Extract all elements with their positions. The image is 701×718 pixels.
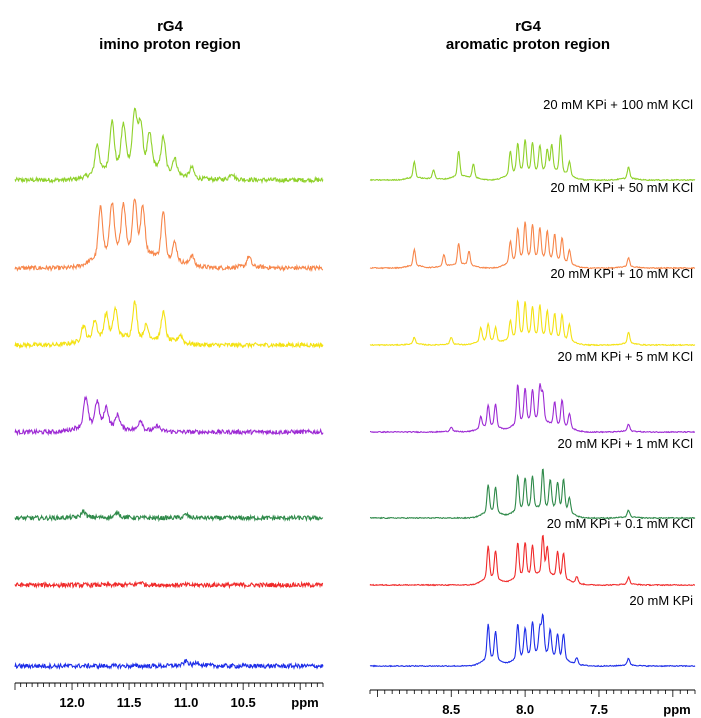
aromatic-spectrum-1 — [369, 221, 696, 270]
condition-label-3: 20 mM KPi + 5 mM KCl — [557, 349, 693, 364]
imino-tick-label: 11.5 — [117, 695, 142, 710]
aromatic-tick-label: 8.5 — [442, 702, 460, 717]
condition-label-4: 20 mM KPi + 1 mM KCl — [557, 436, 693, 451]
imino-tick-label: 10.5 — [230, 695, 255, 710]
imino-spectrum-5 — [14, 580, 324, 590]
imino-spectrum-2 — [14, 300, 324, 350]
aromatic-spectrum-3 — [369, 383, 696, 434]
aromatic-spectrum-2 — [369, 299, 696, 347]
imino-title-line1: rG4 — [157, 18, 183, 35]
imino-panel-title: rG4 imino proton region — [40, 18, 300, 54]
condition-label-1: 20 mM KPi + 50 mM KCl — [550, 180, 693, 195]
condition-label-5: 20 mM KPi + 0.1 mM KCl — [546, 516, 693, 531]
aromatic-spectrum-6 — [369, 612, 696, 668]
aromatic-title-line1: rG4 — [515, 18, 541, 35]
imino-spectrum-3 — [14, 395, 324, 437]
imino-spectrum-1 — [14, 198, 324, 273]
condition-label-6: 20 mM KPi — [629, 593, 693, 608]
condition-label-2: 20 mM KPi + 10 mM KCl — [550, 266, 693, 281]
aromatic-tick-label: 8.0 — [516, 702, 534, 717]
imino-tick-label: 11.0 — [174, 695, 199, 710]
imino-spectrum-4 — [14, 508, 324, 523]
aromatic-spectrum-4 — [369, 468, 696, 520]
aromatic-spectrum-0 — [369, 134, 696, 182]
condition-label-0: 20 mM KPi + 100 mM KCl — [543, 97, 693, 112]
imino-axis-unit: ppm — [291, 695, 318, 710]
aromatic-panel-title: rG4 aromatic proton region — [398, 18, 658, 54]
aromatic-axis-unit: ppm — [663, 702, 690, 717]
aromatic-spectrum-5 — [369, 534, 696, 587]
aromatic-tick-label: 7.5 — [590, 702, 608, 717]
aromatic-title-line2: aromatic proton region — [445, 36, 611, 53]
imino-title-line2: imino proton region — [99, 36, 241, 53]
imino-tick-label: 12.0 — [59, 695, 84, 710]
imino-spectrum-6 — [14, 658, 324, 671]
imino-spectrum-0 — [14, 107, 324, 185]
